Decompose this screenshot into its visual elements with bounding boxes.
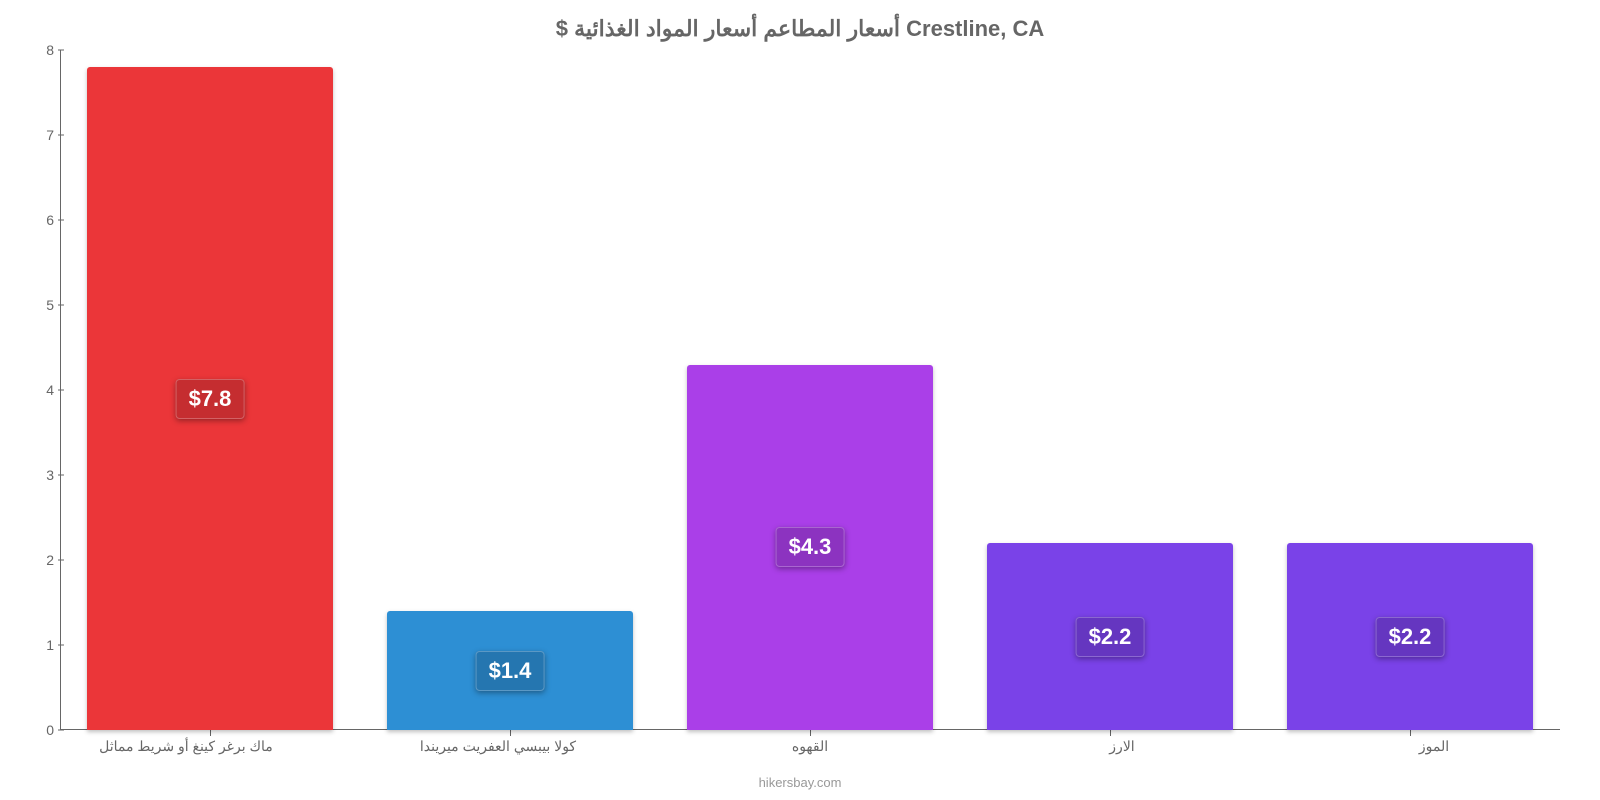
- chart-title: $ أسعار المطاعم أسعار المواد الغذائية Cr…: [30, 10, 1570, 50]
- y-tick-label: 8: [46, 42, 54, 58]
- y-tick-label: 0: [46, 722, 54, 738]
- x-tick-mark: [810, 730, 811, 736]
- value-badge: $2.2: [1076, 617, 1145, 657]
- value-badge: $7.8: [176, 379, 245, 419]
- x-tick-label: الارز: [966, 738, 1278, 755]
- y-axis: 012345678: [30, 50, 58, 730]
- bar: $7.8: [87, 67, 333, 730]
- value-badge: $4.3: [776, 527, 845, 567]
- y-tick-label: 4: [46, 382, 54, 398]
- chart-container: $ أسعار المطاعم أسعار المواد الغذائية Cr…: [0, 0, 1600, 800]
- bar-slot: $2.2: [1260, 50, 1560, 730]
- bar-slot: $4.3: [660, 50, 960, 730]
- x-tick-label: ماك برغر كينغ أو شريط مماثل: [30, 738, 342, 755]
- bar: $4.3: [687, 365, 933, 731]
- y-tick-label: 2: [46, 552, 54, 568]
- x-tick-label: كولا بيبسي العفريت ميريندا: [342, 738, 654, 755]
- bar-slot: $7.8: [60, 50, 360, 730]
- y-tick-label: 1: [46, 637, 54, 653]
- chart-footer: hikersbay.com: [0, 775, 1600, 790]
- bars-group: $7.8 $1.4 $4.3 $2.2 $2.2: [60, 50, 1560, 730]
- x-tick-mark: [1410, 730, 1411, 736]
- x-tick-mark: [510, 730, 511, 736]
- plot-area: 012345678 $7.8$1.4$4.3$2.2$2.2: [60, 50, 1560, 730]
- x-tick-mark: [1110, 730, 1111, 736]
- x-axis-labels: ماك برغر كينغ أو شريط مماثلكولا بيبسي ال…: [30, 738, 1590, 755]
- bar-slot: $2.2: [960, 50, 1260, 730]
- x-tick-label: القهوه: [654, 738, 966, 755]
- bar: $1.4: [387, 611, 633, 730]
- y-tick-label: 3: [46, 467, 54, 483]
- y-tick-label: 5: [46, 297, 54, 313]
- value-badge: $2.2: [1376, 617, 1445, 657]
- bar: $2.2: [987, 543, 1233, 730]
- x-tick-label: الموز: [1278, 738, 1590, 755]
- value-badge: $1.4: [476, 651, 545, 691]
- y-tick-label: 7: [46, 127, 54, 143]
- bar-slot: $1.4: [360, 50, 660, 730]
- y-tick-label: 6: [46, 212, 54, 228]
- bar: $2.2: [1287, 543, 1533, 730]
- x-tick-mark: [210, 730, 211, 736]
